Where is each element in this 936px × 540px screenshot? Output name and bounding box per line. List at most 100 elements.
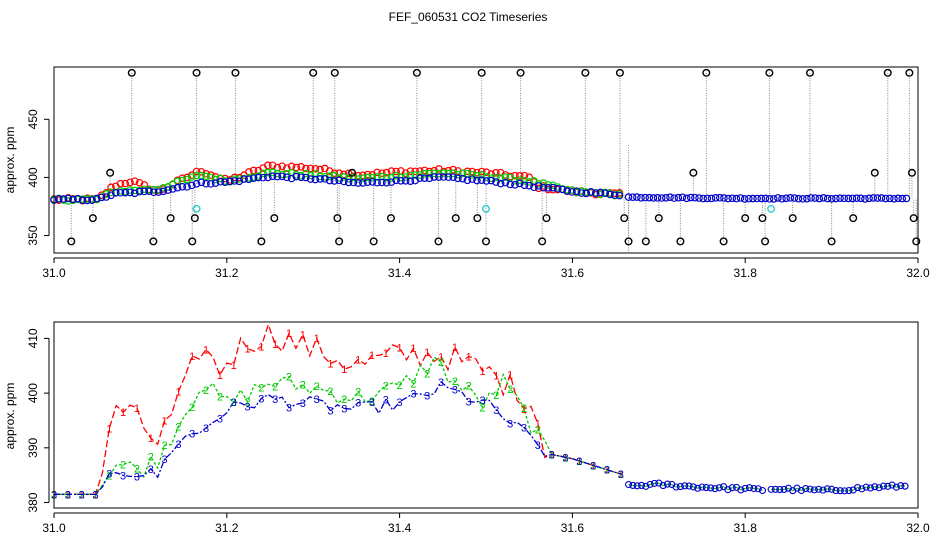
- top-panel: approx. ppm 31.0 31.2 31.4 31.6 31.8 32.0 350 4…: [3, 66, 930, 280]
- outlier-point: [581, 68, 590, 77]
- series-1-marker: 1: [92, 489, 98, 501]
- series-3-point: [230, 177, 239, 185]
- outlier-point: [106, 168, 115, 177]
- series-1-marker: 1: [604, 465, 610, 477]
- series-3-point: [539, 183, 548, 192]
- low-rate-point: [897, 482, 905, 490]
- outlier-point: [516, 68, 525, 77]
- series-3-marker: 3: [162, 454, 168, 466]
- series-1-point: [340, 170, 348, 179]
- series-2-marker: 2: [217, 392, 223, 404]
- series-3-point: [563, 187, 572, 195]
- low-rate-point: [771, 485, 779, 493]
- series-1-point: [382, 168, 391, 177]
- y-tick-label: 400: [26, 383, 40, 403]
- series-3-point: [430, 173, 438, 181]
- outlier-drop-lines: [53, 72, 917, 253]
- series-3-point: [553, 184, 562, 193]
- series-3-point: [287, 174, 296, 183]
- series-3-point: [207, 180, 215, 188]
- outlier-point: [758, 214, 767, 223]
- series-3-point: [387, 178, 396, 186]
- series-low-rate-point: [720, 194, 728, 202]
- series-low-rate-point: [807, 194, 815, 202]
- series-2-marker: 2: [521, 403, 527, 415]
- series-2-marker: 2: [466, 381, 472, 393]
- series-1-point: [492, 169, 500, 177]
- low-rate-point: [836, 487, 844, 495]
- low-rate-line: [628, 482, 763, 491]
- series-3-point: [173, 183, 182, 192]
- series-3-point: [316, 175, 324, 183]
- series-1-point: [121, 179, 130, 188]
- series-3-marker: 3: [549, 449, 555, 461]
- series-3-point: [496, 179, 505, 188]
- series-3-point: [283, 173, 291, 182]
- series-3-point: [615, 191, 624, 200]
- series-3-point: [121, 188, 130, 197]
- series-3-point: [292, 172, 301, 181]
- outlier-point: [369, 237, 378, 246]
- outlier-point: [788, 214, 797, 223]
- series-2-marker: 2: [618, 469, 624, 481]
- low-rate-point: [858, 485, 866, 493]
- series-3-point: [64, 194, 73, 203]
- series-2-marker: 2: [424, 368, 430, 380]
- outlier-point: [434, 237, 443, 246]
- series-3-point: [549, 183, 557, 192]
- series-3-point: [439, 173, 448, 181]
- x-tick-label: 31.0: [42, 266, 66, 280]
- series-3-marker: 3: [410, 389, 416, 401]
- series-2-marker: 2: [120, 460, 126, 472]
- low-rate-point: [815, 485, 823, 493]
- series-2-point: [378, 172, 386, 181]
- low-rate-point: [711, 485, 719, 493]
- series-2-marker: 2: [576, 456, 582, 468]
- series-3-point: [487, 176, 495, 185]
- series-3-point: [577, 189, 586, 197]
- outlier-point: [190, 214, 199, 223]
- outlier-point: [615, 68, 624, 77]
- outlier-point: [67, 237, 76, 246]
- series-1-marker: 1: [327, 359, 333, 371]
- series-2-point: [264, 168, 272, 177]
- low-rate-point: [659, 482, 667, 490]
- series-low-rate-point: [678, 193, 687, 202]
- series-1-point: [378, 169, 386, 177]
- series-3-marker: 3: [369, 397, 375, 409]
- series-3-point: [164, 186, 172, 194]
- series-1-point: [207, 171, 215, 179]
- series-3-point: [401, 177, 410, 185]
- series-1-marker: 1: [148, 433, 154, 445]
- series-2-marker: 2: [341, 394, 347, 406]
- series-low-rate-point: [624, 193, 633, 201]
- series-2-point: [449, 169, 457, 178]
- series-2-point: [401, 173, 410, 181]
- series-low-rate-point: [840, 194, 849, 203]
- outlier-point: [849, 214, 858, 223]
- outlier-point: [482, 237, 491, 246]
- low-rate-point: [853, 484, 862, 492]
- series-3-point: [468, 175, 476, 183]
- low-rate-point: [767, 485, 775, 493]
- low-rate-point: [776, 486, 784, 494]
- series-2-marker: 2: [162, 440, 168, 452]
- top-plot-frame: [53, 66, 919, 254]
- series-low-rate-point: [724, 194, 732, 203]
- series-3-marker: 3: [286, 403, 292, 415]
- series-low-rate-point: [740, 195, 749, 203]
- series-3-point: [188, 181, 196, 190]
- series-1-marker: 1: [383, 348, 389, 360]
- series-low-rate-point: [832, 194, 840, 203]
- series-3-point: [154, 188, 163, 196]
- outlier-point: [827, 237, 836, 246]
- series-3-marker: 3: [203, 423, 209, 435]
- series-3-point: [102, 193, 111, 201]
- series-1-point: [515, 172, 524, 180]
- series-1-marker: 1: [562, 452, 568, 464]
- series-1-point: [520, 171, 529, 180]
- series-2-marker: 2: [452, 376, 458, 388]
